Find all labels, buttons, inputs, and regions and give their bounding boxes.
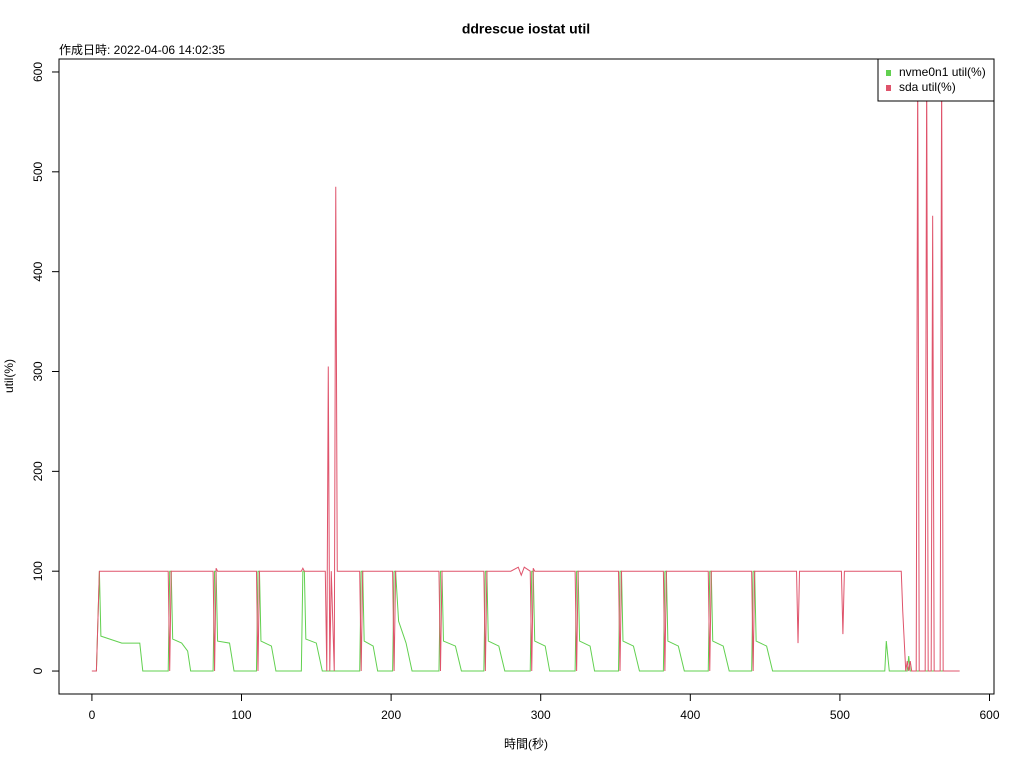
y-tick-label: 200 bbox=[31, 461, 45, 481]
x-tick-label: 400 bbox=[680, 708, 700, 722]
x-tick-label: 300 bbox=[531, 708, 551, 722]
x-tick-label: 500 bbox=[830, 708, 850, 722]
x-tick-label: 100 bbox=[231, 708, 251, 722]
y-tick-label: 400 bbox=[31, 261, 45, 281]
y-axis-label: util(%) bbox=[2, 359, 16, 393]
subtitle: 作成日時: 2022-04-06 14:02:35 bbox=[59, 43, 225, 57]
legend-swatch bbox=[886, 85, 891, 91]
x-tick-label: 200 bbox=[381, 708, 401, 722]
y-tick-label: 600 bbox=[31, 62, 45, 82]
plot-area bbox=[91, 61, 960, 672]
legend-box bbox=[877, 58, 995, 102]
chart-title: ddrescue iostat util bbox=[462, 21, 590, 37]
series-line bbox=[91, 61, 960, 672]
y-tick-label: 300 bbox=[31, 361, 45, 381]
y-tick-label: 0 bbox=[31, 667, 45, 674]
y-tick-label: 100 bbox=[31, 561, 45, 581]
y-tick-label: 500 bbox=[31, 161, 45, 181]
legend-swatch bbox=[886, 70, 891, 76]
legend-label: sda util(%) bbox=[899, 80, 956, 94]
legend-label: nvme0n1 util(%) bbox=[899, 65, 986, 79]
x-axis-label: 時間(秒) bbox=[504, 737, 548, 751]
x-tick-label: 600 bbox=[979, 708, 999, 722]
x-tick-label: 0 bbox=[89, 708, 96, 722]
